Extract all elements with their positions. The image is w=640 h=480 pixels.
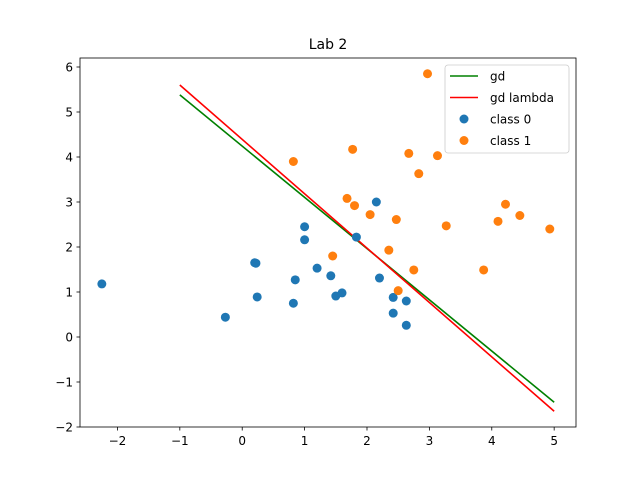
point-class-0 — [312, 263, 322, 273]
point-class-1 — [500, 199, 510, 209]
y-axis: −2 −1 0 1 2 3 4 5 6 — [55, 60, 80, 434]
point-class-1 — [365, 210, 375, 220]
x-axis: −2 −1 0 1 2 3 4 5 — [109, 427, 558, 448]
point-class-0 — [300, 235, 310, 245]
point-class-1 — [391, 215, 401, 225]
point-class-1 — [350, 201, 360, 211]
point-class-0 — [326, 271, 336, 281]
y-tick-label: 5 — [65, 105, 73, 119]
point-class-1 — [545, 224, 555, 234]
x-tick-label: 4 — [488, 434, 496, 448]
point-class-0 — [388, 308, 398, 318]
point-class-1 — [479, 265, 489, 275]
point-class-0 — [371, 197, 381, 207]
x-tick-label: 1 — [301, 434, 309, 448]
point-class-0 — [374, 273, 384, 283]
legend: gd gd lambda class 0 class 1 — [444, 64, 570, 154]
line-gd-lambda — [179, 84, 555, 412]
y-tick-label: 2 — [65, 240, 73, 254]
y-tick-label: −1 — [55, 375, 73, 389]
points-layer — [97, 69, 555, 330]
y-tick-label: 3 — [65, 195, 73, 209]
point-class-1 — [342, 193, 352, 203]
x-tick-label: −2 — [109, 434, 127, 448]
chart-title: Lab 2 — [309, 37, 348, 53]
point-class-0 — [351, 232, 361, 242]
y-tick-label: 1 — [65, 285, 73, 299]
legend-swatch-class-1 — [459, 136, 469, 145]
lines-layer — [179, 84, 555, 412]
point-class-1 — [384, 245, 394, 255]
y-tick-label: −2 — [55, 420, 73, 434]
x-tick-label: 2 — [363, 434, 371, 448]
legend-box — [444, 64, 570, 154]
point-class-1 — [288, 157, 298, 166]
point-class-1 — [423, 69, 433, 79]
legend-label: gd lambda — [490, 91, 554, 105]
point-class-1 — [515, 211, 525, 220]
legend-label: class 1 — [490, 134, 531, 148]
point-class-1 — [493, 216, 503, 226]
point-class-0 — [220, 312, 230, 322]
x-tick-label: 5 — [550, 434, 558, 448]
x-tick-label: 0 — [238, 434, 246, 448]
point-class-0 — [252, 292, 262, 302]
point-class-0 — [401, 320, 411, 330]
y-tick-label: 4 — [65, 150, 73, 164]
x-tick-label: −1 — [171, 434, 189, 448]
point-class-1 — [404, 148, 414, 158]
x-tick-label: 3 — [426, 434, 434, 448]
point-class-0 — [251, 258, 261, 268]
point-class-1 — [328, 251, 338, 261]
point-class-0 — [290, 275, 300, 285]
point-class-0 — [337, 288, 347, 298]
legend-label: class 0 — [490, 112, 531, 126]
point-class-0 — [388, 292, 398, 302]
y-tick-label: 0 — [65, 330, 73, 344]
point-class-0 — [97, 279, 107, 289]
point-class-0 — [401, 296, 411, 306]
point-class-1 — [348, 144, 358, 154]
legend-swatch-class-0 — [459, 114, 469, 124]
y-tick-label: 6 — [65, 60, 73, 74]
point-class-1 — [409, 265, 419, 275]
legend-label: gd — [490, 69, 505, 83]
point-class-1 — [414, 169, 424, 179]
point-class-1 — [432, 151, 442, 161]
point-class-0 — [288, 298, 298, 308]
point-class-1 — [393, 286, 403, 296]
point-class-1 — [441, 221, 451, 231]
point-class-0 — [300, 222, 310, 232]
